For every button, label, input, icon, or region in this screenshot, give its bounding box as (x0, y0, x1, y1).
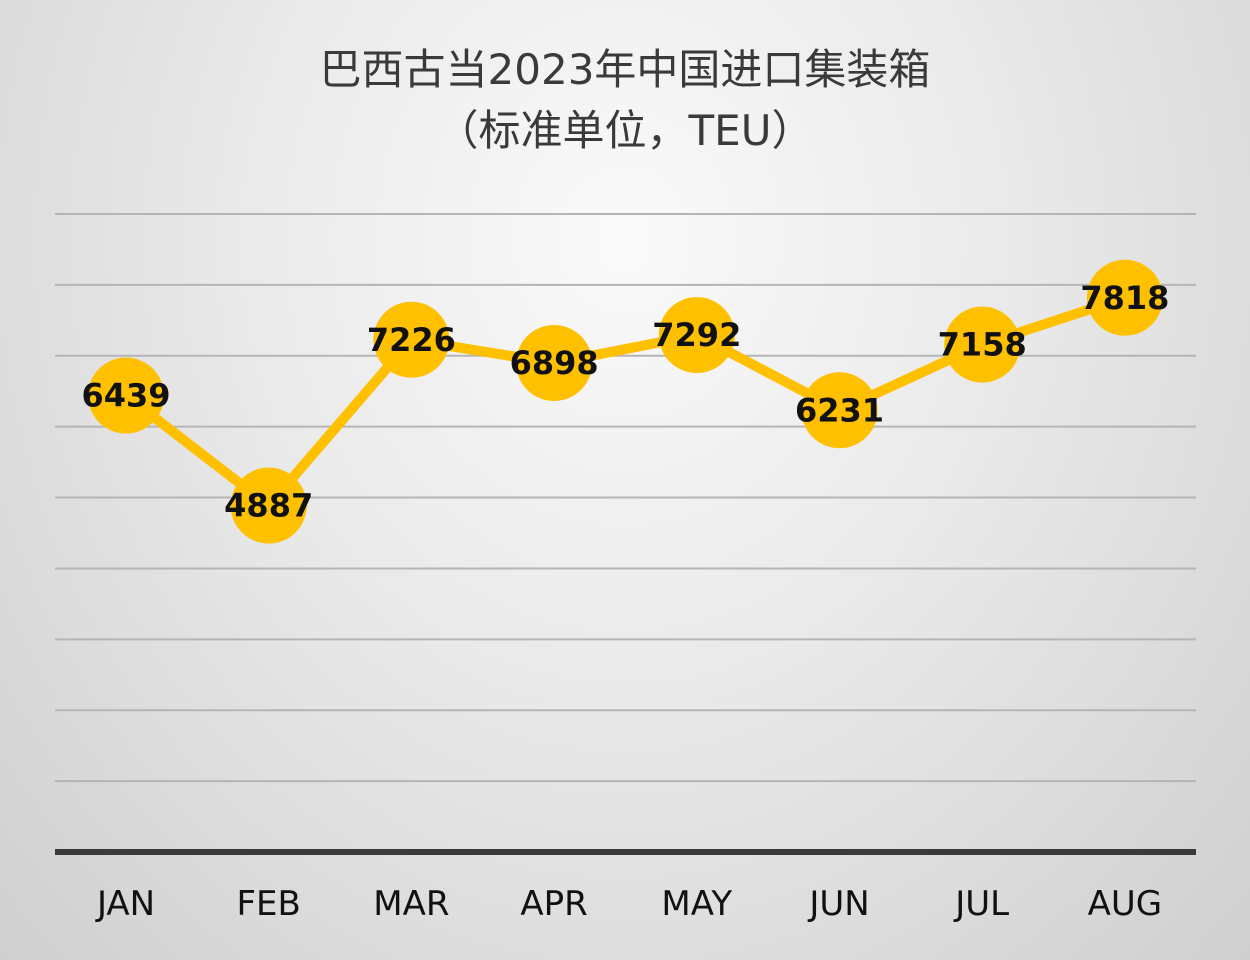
data-label-jun: 6231 (795, 391, 884, 429)
data-markers (88, 259, 1163, 544)
data-point-jul (944, 306, 1021, 383)
x-tick-label-apr: APR (520, 884, 587, 924)
data-label-jan: 6439 (81, 377, 170, 415)
data-labels: 6439 4887 7226 6898 7292 6231 7158 7818 (81, 279, 1169, 525)
x-tick-label-jul: JUL (953, 884, 1009, 924)
data-point-jan (88, 357, 164, 434)
x-tick-label-mar: MAR (373, 884, 449, 924)
data-point-jun (801, 372, 878, 449)
data-point-aug (1086, 259, 1163, 336)
x-tick-label-jan: JAN (95, 884, 155, 924)
data-point-mar (373, 301, 450, 378)
data-label-aug: 7818 (1080, 279, 1169, 317)
data-label-jul: 7158 (938, 326, 1027, 364)
data-point-may (658, 297, 735, 374)
x-tick-label-may: MAY (661, 884, 732, 924)
data-point-apr (516, 325, 593, 402)
data-label-apr: 6898 (510, 344, 599, 382)
data-label-feb: 4887 (224, 487, 313, 525)
x-tick-label-aug: AUG (1088, 884, 1163, 924)
chart-subtitle: （标准单位，TEU） (437, 106, 814, 155)
data-label-mar: 7226 (367, 321, 456, 359)
x-tick-label-feb: FEB (237, 884, 301, 924)
chart-title: 巴西古当2023年中国进口集装箱 (320, 45, 931, 94)
x-tick-label-jun: JUN (807, 884, 869, 924)
x-tick-labels: JAN FEB MAR APR MAY JUN JUL AUG (95, 884, 1162, 924)
data-point-feb (230, 467, 307, 544)
data-label-may: 7292 (652, 316, 741, 354)
